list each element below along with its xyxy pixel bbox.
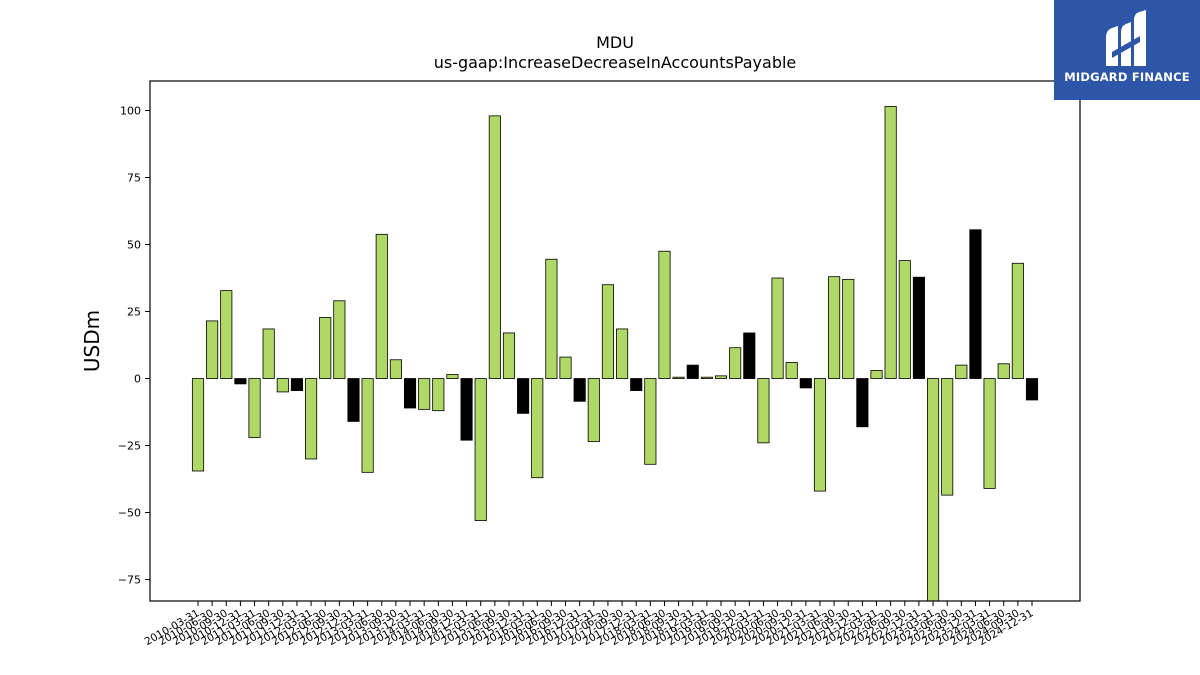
bar-2020-12-31	[799, 378, 812, 389]
bar-2015-09-30	[502, 332, 516, 379]
bar-2013-09-30	[389, 359, 402, 379]
chart-title: MDU	[596, 33, 634, 52]
bar-2010-09-30	[220, 290, 233, 379]
y-tick-label: 75	[127, 171, 141, 184]
bar-2023-12-31	[969, 229, 982, 379]
chart-subtitle: us-gaap:IncreaseDecreaseInAccountsPayabl…	[434, 53, 797, 72]
midgard-finance-logo: MIDGARD FINANCE	[1054, 0, 1200, 100]
bar-2011-06-30	[262, 328, 275, 379]
bar-2017-06-30	[601, 284, 614, 379]
bar-2014-12-31	[460, 378, 473, 441]
bar-2022-09-30	[898, 260, 911, 379]
bar-2011-03-31	[248, 378, 261, 438]
bar-2022-03-31	[870, 370, 883, 379]
bar-2010-12-31	[234, 378, 247, 385]
bar-2012-06-30	[319, 317, 332, 379]
bar-2018-03-31	[644, 378, 657, 465]
bar-2016-03-31	[531, 378, 544, 479]
bar-2013-12-31	[403, 378, 417, 409]
bar-2018-09-30	[672, 376, 685, 379]
bar-2017-12-31	[630, 378, 643, 391]
y-tick-label: 50	[127, 239, 141, 252]
bar-2011-12-31	[290, 378, 304, 391]
plot-frame	[149, 80, 1081, 602]
bar-2020-06-30	[771, 277, 784, 379]
bar-2021-09-30	[842, 278, 855, 379]
bar-2015-12-31	[517, 378, 530, 414]
bar-2010-06-30	[206, 320, 219, 379]
bar-2013-06-30	[375, 233, 388, 379]
bar-2019-09-30	[729, 347, 742, 379]
midgard-logo-icon	[1106, 10, 1146, 66]
y-tick-label: −50	[118, 507, 141, 520]
bar-2019-03-31	[700, 376, 713, 379]
logo-text: MIDGARD FINANCE	[1064, 70, 1190, 84]
bars-group	[191, 106, 1039, 602]
bar-2014-09-30	[446, 374, 459, 379]
bar-2024-06-30	[997, 363, 1010, 379]
y-tick-label: 25	[127, 306, 141, 319]
y-axis-ticks: −75 −50 −25 0 25 50 75 100	[118, 104, 150, 587]
bar-2021-03-31	[813, 378, 827, 492]
bar-2023-09-30	[955, 364, 968, 379]
bar-2012-09-30	[333, 300, 346, 379]
bar-2012-03-31	[305, 378, 318, 460]
bar-2013-03-31	[361, 378, 374, 473]
bar-2020-09-30	[785, 362, 798, 379]
bar-2018-06-30	[658, 250, 671, 379]
bar-2024-12-31	[1025, 378, 1039, 401]
y-axis-label: USDm	[80, 310, 104, 372]
y-tick-label: 0	[134, 373, 141, 386]
bar-2021-06-30	[828, 276, 841, 379]
bar-2016-12-31	[573, 378, 586, 402]
bar-2024-09-30	[1011, 262, 1024, 379]
bar-2023-03-31	[927, 378, 940, 602]
bar-2017-09-30	[616, 328, 629, 379]
bar-2017-03-31	[587, 378, 600, 442]
bar-2010-03-31	[191, 378, 205, 472]
bar-2024-03-31	[983, 378, 996, 489]
bar-2022-12-31	[912, 276, 925, 379]
bar-2016-06-30	[545, 258, 558, 379]
y-tick-label: 100	[120, 104, 141, 117]
bar-2015-06-30	[488, 115, 501, 379]
bar-2022-06-30	[884, 106, 897, 379]
bar-2015-03-31	[474, 378, 487, 521]
bar-2014-06-30	[432, 378, 445, 412]
bar-2012-12-31	[347, 378, 360, 422]
y-tick-label: −75	[118, 574, 141, 587]
bar-2014-03-31	[418, 378, 431, 410]
bar-2019-06-30	[714, 375, 728, 379]
x-axis-ticks: 2010-03-312010-06-302010-09-302010-12-31…	[143, 601, 1036, 648]
bar-2018-12-31	[686, 364, 699, 379]
bar-2020-03-31	[757, 378, 770, 444]
bar-2016-09-30	[559, 356, 572, 379]
bar-2019-12-31	[743, 332, 756, 379]
bar-2023-06-30	[941, 378, 954, 496]
y-tick-label: −25	[118, 440, 141, 453]
bar-2021-12-31	[856, 378, 869, 428]
bar-2011-09-30	[276, 378, 289, 393]
